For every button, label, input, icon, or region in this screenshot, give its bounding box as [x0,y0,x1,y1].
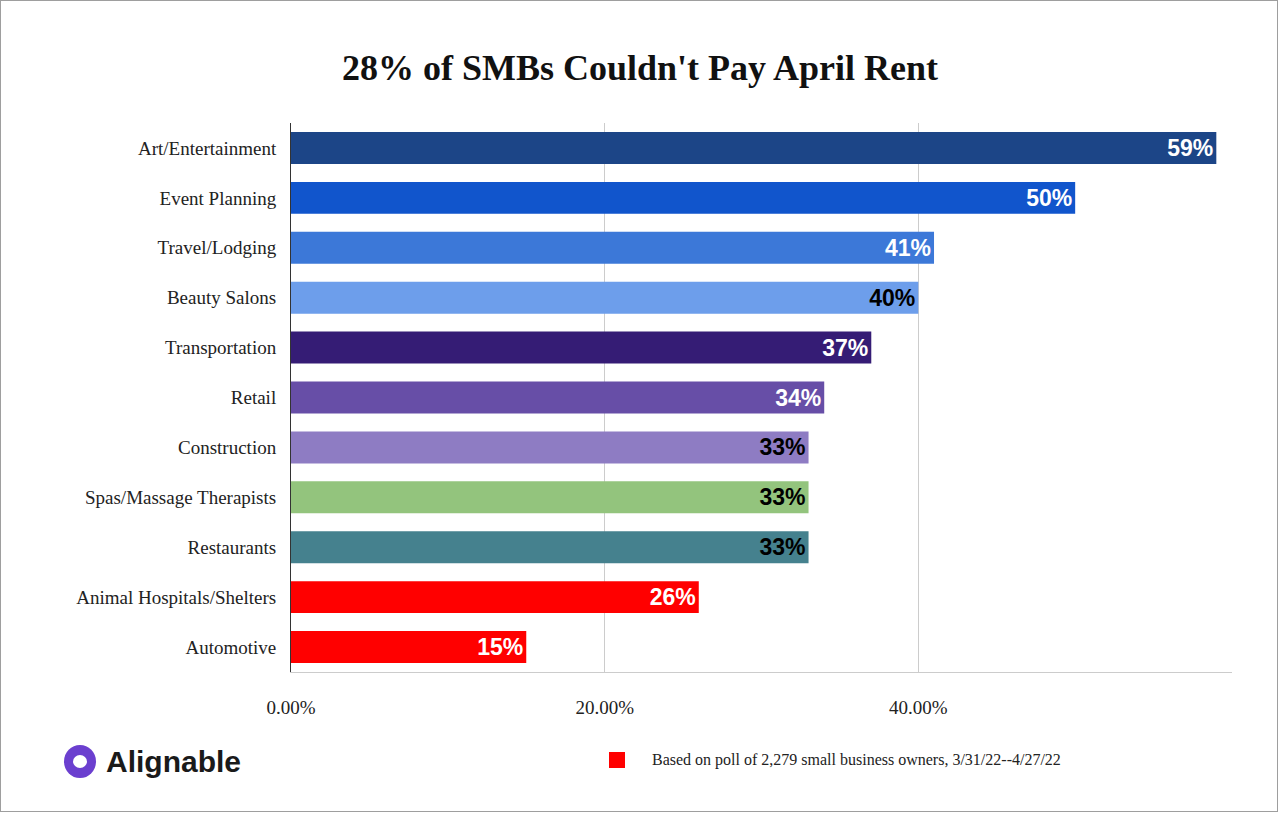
svg-text:33%: 33% [760,484,806,510]
svg-text:Beauty Salons: Beauty Salons [167,287,276,308]
svg-text:59%: 59% [1167,135,1213,161]
svg-text:Event Planning: Event Planning [160,188,277,209]
svg-text:Spas/Massage Therapists: Spas/Massage Therapists [85,487,276,508]
svg-text:Restaurants: Restaurants [188,537,277,558]
svg-text:28% of SMBs Couldn't Pay April: 28% of SMBs Couldn't Pay April Rent [342,48,938,88]
svg-text:15%: 15% [477,634,523,660]
svg-text:Transportation: Transportation [165,337,277,358]
svg-text:40.00%: 40.00% [889,697,948,718]
svg-text:0.00%: 0.00% [266,697,315,718]
svg-text:40%: 40% [869,285,915,311]
svg-text:26%: 26% [650,584,696,610]
svg-text:33%: 33% [760,434,806,460]
svg-text:50%: 50% [1026,185,1072,211]
svg-text:Travel/Lodging: Travel/Lodging [158,237,277,258]
svg-text:Automotive: Automotive [185,637,276,658]
svg-text:Based on poll of 2,279 small b: Based on poll of 2,279 small business ow… [652,751,1061,769]
svg-text:Construction: Construction [178,437,277,458]
svg-text:41%: 41% [885,235,931,261]
svg-text:20.00%: 20.00% [575,697,634,718]
svg-text:34%: 34% [775,385,821,411]
svg-text:Animal Hospitals/Shelters: Animal Hospitals/Shelters [76,587,276,608]
svg-text:33%: 33% [760,534,806,560]
svg-text:Art/Entertainment: Art/Entertainment [138,138,277,159]
svg-text:37%: 37% [822,335,868,361]
svg-text:Retail: Retail [231,387,276,408]
svg-text:Alignable: Alignable [106,745,241,778]
